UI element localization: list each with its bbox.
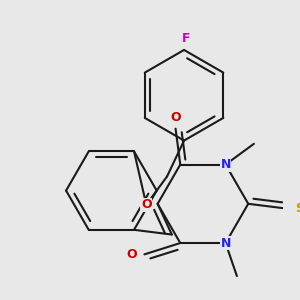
Text: N: N [220, 158, 231, 171]
Text: O: O [141, 198, 152, 211]
Text: F: F [182, 32, 190, 45]
Text: N: N [220, 236, 231, 250]
Text: O: O [126, 248, 136, 261]
Text: O: O [170, 111, 181, 124]
Text: S: S [295, 202, 300, 215]
